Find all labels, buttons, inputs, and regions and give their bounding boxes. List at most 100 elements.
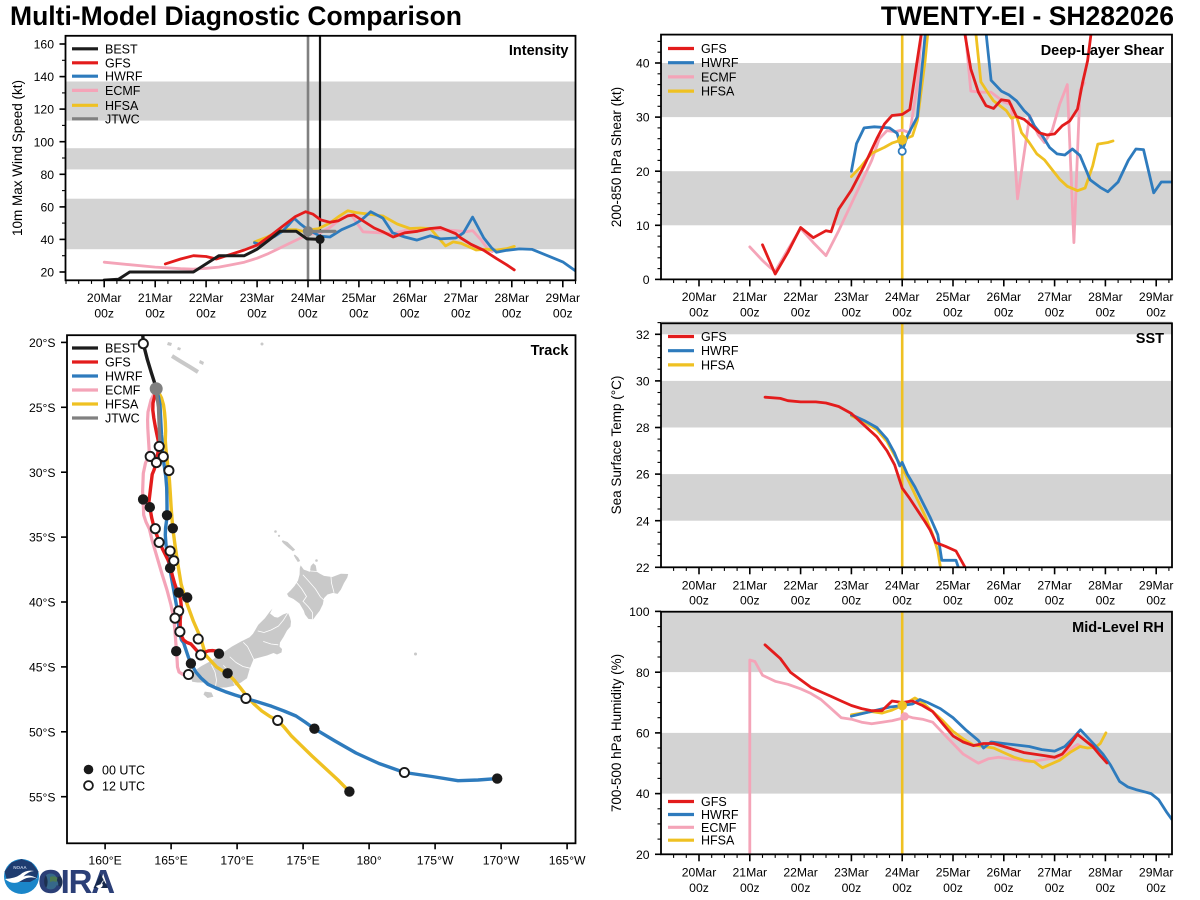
svg-text:60: 60 bbox=[40, 200, 54, 214]
svg-text:HWRF: HWRF bbox=[105, 370, 143, 384]
svg-text:TWENTY-EI - SH282026: TWENTY-EI - SH282026 bbox=[881, 1, 1174, 31]
svg-text:80: 80 bbox=[636, 666, 650, 680]
svg-text:40°S: 40°S bbox=[29, 596, 56, 610]
svg-text:32: 32 bbox=[636, 328, 650, 342]
svg-text:170°E: 170°E bbox=[220, 853, 253, 867]
svg-text:23Mar: 23Mar bbox=[834, 290, 869, 304]
svg-text:00z: 00z bbox=[994, 306, 1014, 320]
svg-text:0: 0 bbox=[643, 273, 650, 287]
svg-text:28Mar: 28Mar bbox=[495, 291, 530, 305]
svg-text:100: 100 bbox=[34, 135, 55, 149]
svg-text:23Mar: 23Mar bbox=[834, 866, 869, 880]
svg-text:24Mar: 24Mar bbox=[885, 866, 920, 880]
svg-text:60: 60 bbox=[636, 726, 650, 740]
svg-text:00z: 00z bbox=[349, 306, 369, 320]
svg-text:HFSA: HFSA bbox=[701, 85, 735, 99]
svg-text:SST: SST bbox=[1136, 331, 1164, 347]
svg-text:30°S: 30°S bbox=[29, 466, 56, 480]
svg-text:22: 22 bbox=[636, 561, 650, 575]
svg-text:ECMF: ECMF bbox=[105, 384, 141, 398]
svg-text:29Mar: 29Mar bbox=[545, 291, 580, 305]
svg-text:180°: 180° bbox=[356, 853, 381, 867]
svg-text:JTWC: JTWC bbox=[105, 412, 140, 426]
svg-text:160°E: 160°E bbox=[88, 853, 121, 867]
svg-text:00z: 00z bbox=[1045, 306, 1065, 320]
svg-text:21Mar: 21Mar bbox=[138, 291, 173, 305]
svg-text:HFSA: HFSA bbox=[105, 398, 139, 412]
svg-text:26Mar: 26Mar bbox=[393, 291, 428, 305]
svg-text:HFSA: HFSA bbox=[701, 834, 735, 848]
svg-text:00z: 00z bbox=[740, 306, 760, 320]
svg-text:120: 120 bbox=[34, 103, 55, 117]
svg-text:00z: 00z bbox=[94, 306, 114, 320]
svg-text:00z: 00z bbox=[791, 306, 811, 320]
svg-text:00z: 00z bbox=[943, 881, 963, 895]
svg-text:175°E: 175°E bbox=[286, 853, 319, 867]
svg-text:25Mar: 25Mar bbox=[342, 291, 377, 305]
svg-text:00z: 00z bbox=[1096, 594, 1116, 608]
svg-text:00z: 00z bbox=[145, 306, 165, 320]
svg-text:BEST: BEST bbox=[105, 42, 138, 56]
svg-text:JTWC: JTWC bbox=[105, 112, 140, 126]
svg-text:20: 20 bbox=[40, 266, 54, 280]
svg-text:00z: 00z bbox=[196, 306, 216, 320]
svg-text:00z: 00z bbox=[400, 306, 420, 320]
svg-text:22Mar: 22Mar bbox=[783, 578, 818, 592]
svg-text:HWRF: HWRF bbox=[701, 56, 739, 70]
svg-text:Multi-Model Diagnostic Compari: Multi-Model Diagnostic Comparison bbox=[10, 1, 462, 31]
svg-text:00z: 00z bbox=[892, 881, 912, 895]
svg-text:00z: 00z bbox=[892, 594, 912, 608]
svg-text:00z: 00z bbox=[298, 306, 318, 320]
svg-text:00z: 00z bbox=[1096, 306, 1116, 320]
svg-text:HFSA: HFSA bbox=[105, 99, 139, 113]
svg-text:GFS: GFS bbox=[701, 42, 727, 56]
svg-text:22Mar: 22Mar bbox=[189, 291, 224, 305]
svg-text:GFS: GFS bbox=[701, 795, 727, 809]
svg-text:28: 28 bbox=[636, 421, 650, 435]
svg-text:00z: 00z bbox=[1045, 594, 1065, 608]
svg-text:00z: 00z bbox=[689, 306, 709, 320]
svg-text:21Mar: 21Mar bbox=[733, 578, 768, 592]
svg-text:40: 40 bbox=[636, 787, 650, 801]
svg-text:22Mar: 22Mar bbox=[783, 866, 818, 880]
svg-text:20: 20 bbox=[636, 848, 650, 862]
svg-text:23Mar: 23Mar bbox=[834, 578, 869, 592]
svg-text:00z: 00z bbox=[791, 881, 811, 895]
svg-text:Intensity: Intensity bbox=[509, 43, 569, 59]
svg-text:26Mar: 26Mar bbox=[987, 578, 1022, 592]
svg-text:00z: 00z bbox=[1146, 306, 1166, 320]
svg-text:25°S: 25°S bbox=[29, 401, 56, 415]
svg-text:00z: 00z bbox=[1096, 881, 1116, 895]
svg-text:28Mar: 28Mar bbox=[1088, 290, 1123, 304]
svg-text:10m Max Wind Speed (kt): 10m Max Wind Speed (kt) bbox=[10, 80, 25, 236]
svg-text:00z: 00z bbox=[247, 306, 267, 320]
svg-text:20Mar: 20Mar bbox=[682, 578, 717, 592]
svg-text:00z: 00z bbox=[740, 881, 760, 895]
svg-text:00z: 00z bbox=[1146, 594, 1166, 608]
svg-text:25Mar: 25Mar bbox=[936, 866, 971, 880]
svg-text:27Mar: 27Mar bbox=[1037, 578, 1072, 592]
svg-text:45°S: 45°S bbox=[29, 661, 56, 675]
svg-text:00z: 00z bbox=[842, 306, 862, 320]
svg-text:25Mar: 25Mar bbox=[936, 578, 971, 592]
svg-text:00z: 00z bbox=[502, 306, 522, 320]
svg-text:00 UTC: 00 UTC bbox=[102, 764, 145, 778]
svg-text:26: 26 bbox=[636, 468, 650, 482]
svg-text:22Mar: 22Mar bbox=[783, 290, 818, 304]
svg-text:Mid-Level RH: Mid-Level RH bbox=[1072, 620, 1164, 636]
svg-text:ECMF: ECMF bbox=[701, 70, 737, 84]
svg-text:ECMF: ECMF bbox=[105, 84, 141, 98]
svg-text:00z: 00z bbox=[842, 881, 862, 895]
svg-text:00z: 00z bbox=[1045, 881, 1065, 895]
svg-text:HWRF: HWRF bbox=[701, 808, 739, 822]
svg-text:20Mar: 20Mar bbox=[682, 290, 717, 304]
svg-text:21Mar: 21Mar bbox=[733, 866, 768, 880]
svg-text:200-850 hPa Shear (kt): 200-850 hPa Shear (kt) bbox=[609, 87, 624, 227]
svg-text:00z: 00z bbox=[994, 594, 1014, 608]
svg-text:00z: 00z bbox=[553, 306, 573, 320]
svg-text:140: 140 bbox=[34, 70, 55, 84]
svg-text:HWRF: HWRF bbox=[701, 344, 739, 358]
svg-text:00z: 00z bbox=[451, 306, 471, 320]
svg-text:21Mar: 21Mar bbox=[733, 290, 768, 304]
svg-text:10: 10 bbox=[636, 219, 650, 233]
